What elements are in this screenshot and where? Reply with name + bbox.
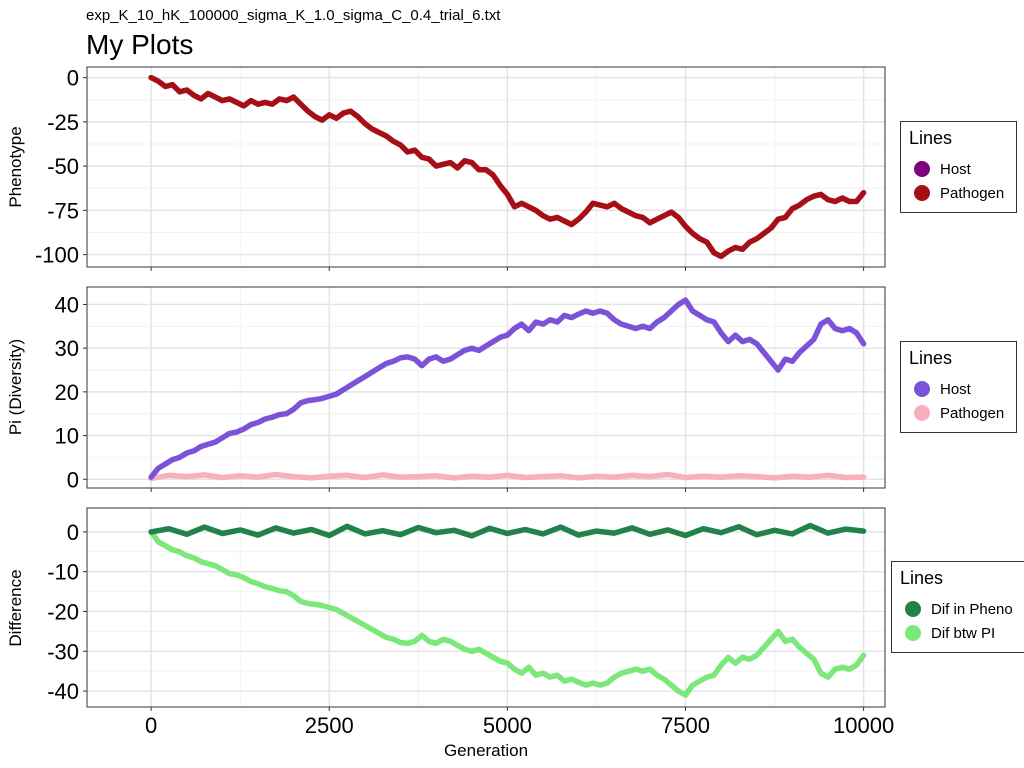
legend-panel-1: Lines Host Pathogen: [900, 121, 1017, 213]
legend-item-label: Dif btw PI: [931, 624, 996, 642]
legend-item-label: Pathogen: [940, 404, 1005, 422]
legend-key-dot: [914, 381, 930, 397]
panel-background: [87, 508, 885, 707]
legend-title: Lines: [909, 348, 953, 368]
legend-item: Dif in Pheno: [900, 597, 1014, 621]
panel-3: 0 -10 -20 -30 -40 0 2500 5000 7500 10000 Differenc…: [6, 507, 894, 760]
x-tick-label: 10000: [833, 713, 894, 738]
legend-key-dot: [905, 601, 921, 617]
legend-key-dot: [914, 185, 930, 201]
legend-title: Lines: [909, 128, 953, 148]
y-tick-label: 0: [67, 66, 79, 91]
y-tick-label: -50: [47, 154, 79, 179]
y-tick-label: -25: [47, 110, 79, 135]
legend-key-dot: [905, 625, 921, 641]
legend-title: Lines: [900, 568, 944, 588]
legend-item: Pathogen: [909, 181, 1006, 205]
y-tick-label: -75: [47, 198, 79, 223]
chart-title: My Plots: [86, 29, 193, 60]
y-tick-label: 20: [55, 380, 79, 405]
legend-item-label: Host: [940, 380, 971, 398]
y-tick-label: -100: [35, 243, 79, 268]
x-tick-label: 2500: [305, 713, 354, 738]
legend-item-label: Host: [940, 160, 971, 178]
y-tick-label: 40: [55, 292, 79, 317]
y-axis-label: Phenotype: [6, 126, 25, 207]
legend-item: Host: [909, 157, 1006, 181]
series-line-pathogen: [148, 471, 867, 482]
y-tick-label: -40: [47, 679, 79, 704]
legend-panel-2: Lines Host Pathogen: [900, 341, 1017, 433]
chart-subtitle: exp_K_10_hK_100000_sigma_K_1.0_sigma_C_0…: [86, 7, 501, 24]
legend-item-label: Dif in Pheno: [931, 600, 1013, 618]
legend-key-dot: [914, 161, 930, 177]
legend-item-label: Pathogen: [940, 184, 1005, 202]
panel-1: 0 -25 -50 -75 -100 Phenotype: [6, 66, 886, 271]
y-tick-label: -30: [47, 639, 79, 664]
y-axis-label: Difference: [6, 569, 25, 646]
legend-panel-3: Lines Dif in Pheno Dif btw PI: [891, 561, 1024, 653]
series-line-host: [148, 297, 867, 480]
panel-border: [86, 286, 886, 489]
panel-border: [86, 507, 886, 708]
y-tick-label: 0: [67, 467, 79, 492]
legend-item: Dif btw PI: [900, 621, 1014, 645]
y-tick-label: 30: [55, 336, 79, 361]
panel-2: 0 10 20 30 40 Pi (Diversity): [6, 286, 886, 492]
series-line-dif-btw-pi: [148, 529, 867, 698]
series-line-dif-in-pheno: [148, 522, 867, 539]
legend-item: Pathogen: [909, 401, 1006, 425]
legend-key-dot: [914, 405, 930, 421]
y-tick-label: -10: [47, 560, 79, 585]
x-tick-label: 7500: [661, 713, 710, 738]
y-axis-label: Pi (Diversity): [6, 339, 25, 435]
series-line-pathogen: [148, 74, 867, 260]
panel-border: [86, 66, 886, 268]
x-tick-label: 0: [145, 713, 157, 738]
y-tick-label: 0: [67, 520, 79, 545]
x-axis-label: Generation: [444, 741, 528, 760]
legend-item: Host: [909, 377, 1006, 401]
y-tick-label: 10: [55, 424, 79, 449]
x-tick-label: 5000: [483, 713, 532, 738]
y-tick-label: -20: [47, 599, 79, 624]
panel-background: [87, 287, 885, 488]
